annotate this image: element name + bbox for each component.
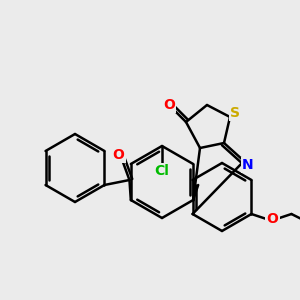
Text: O: O — [112, 148, 124, 162]
Text: O: O — [163, 98, 175, 112]
Text: N: N — [242, 158, 254, 172]
Text: S: S — [230, 106, 240, 120]
Text: Cl: Cl — [154, 164, 169, 178]
Text: O: O — [266, 212, 278, 226]
